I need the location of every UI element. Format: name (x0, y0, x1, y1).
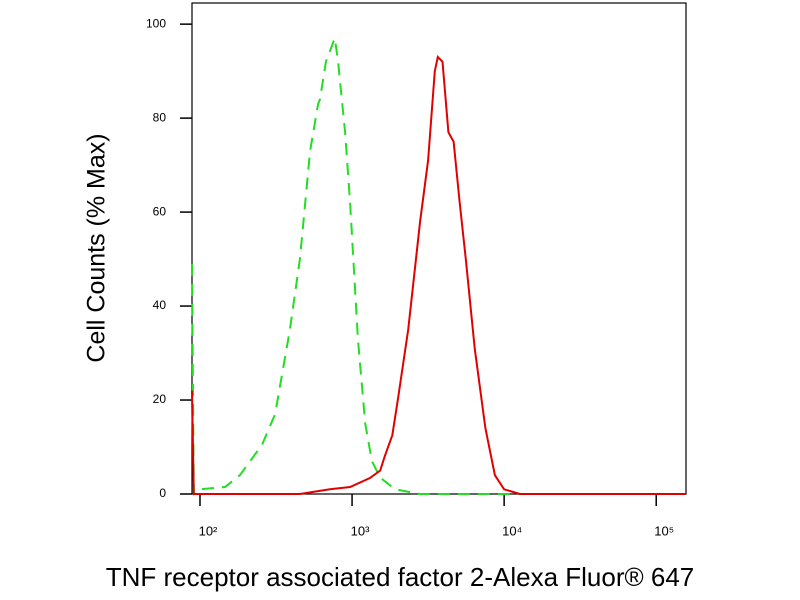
y-tick-label: 0 (159, 486, 166, 500)
y-tick-label: 40 (153, 298, 167, 312)
y-tick-label: 100 (146, 16, 166, 30)
series-line (191, 54, 686, 495)
series-line (191, 37, 686, 497)
x-tick-label: 10⁴ (502, 523, 522, 538)
x-tick-label: 10² (199, 523, 218, 538)
x-tick-label: 10⁵ (654, 523, 674, 538)
x-axis-label: TNF receptor associated factor 2-Alexa F… (106, 562, 695, 592)
x-tick-label: 10³ (351, 523, 370, 538)
y-tick-label: 80 (153, 110, 167, 124)
y-tick-label: 60 (153, 204, 167, 218)
plot-frame (191, 2, 687, 495)
y-axis-label: Cell Counts (% Max) (83, 133, 111, 362)
y-tick-label: 20 (153, 392, 167, 406)
